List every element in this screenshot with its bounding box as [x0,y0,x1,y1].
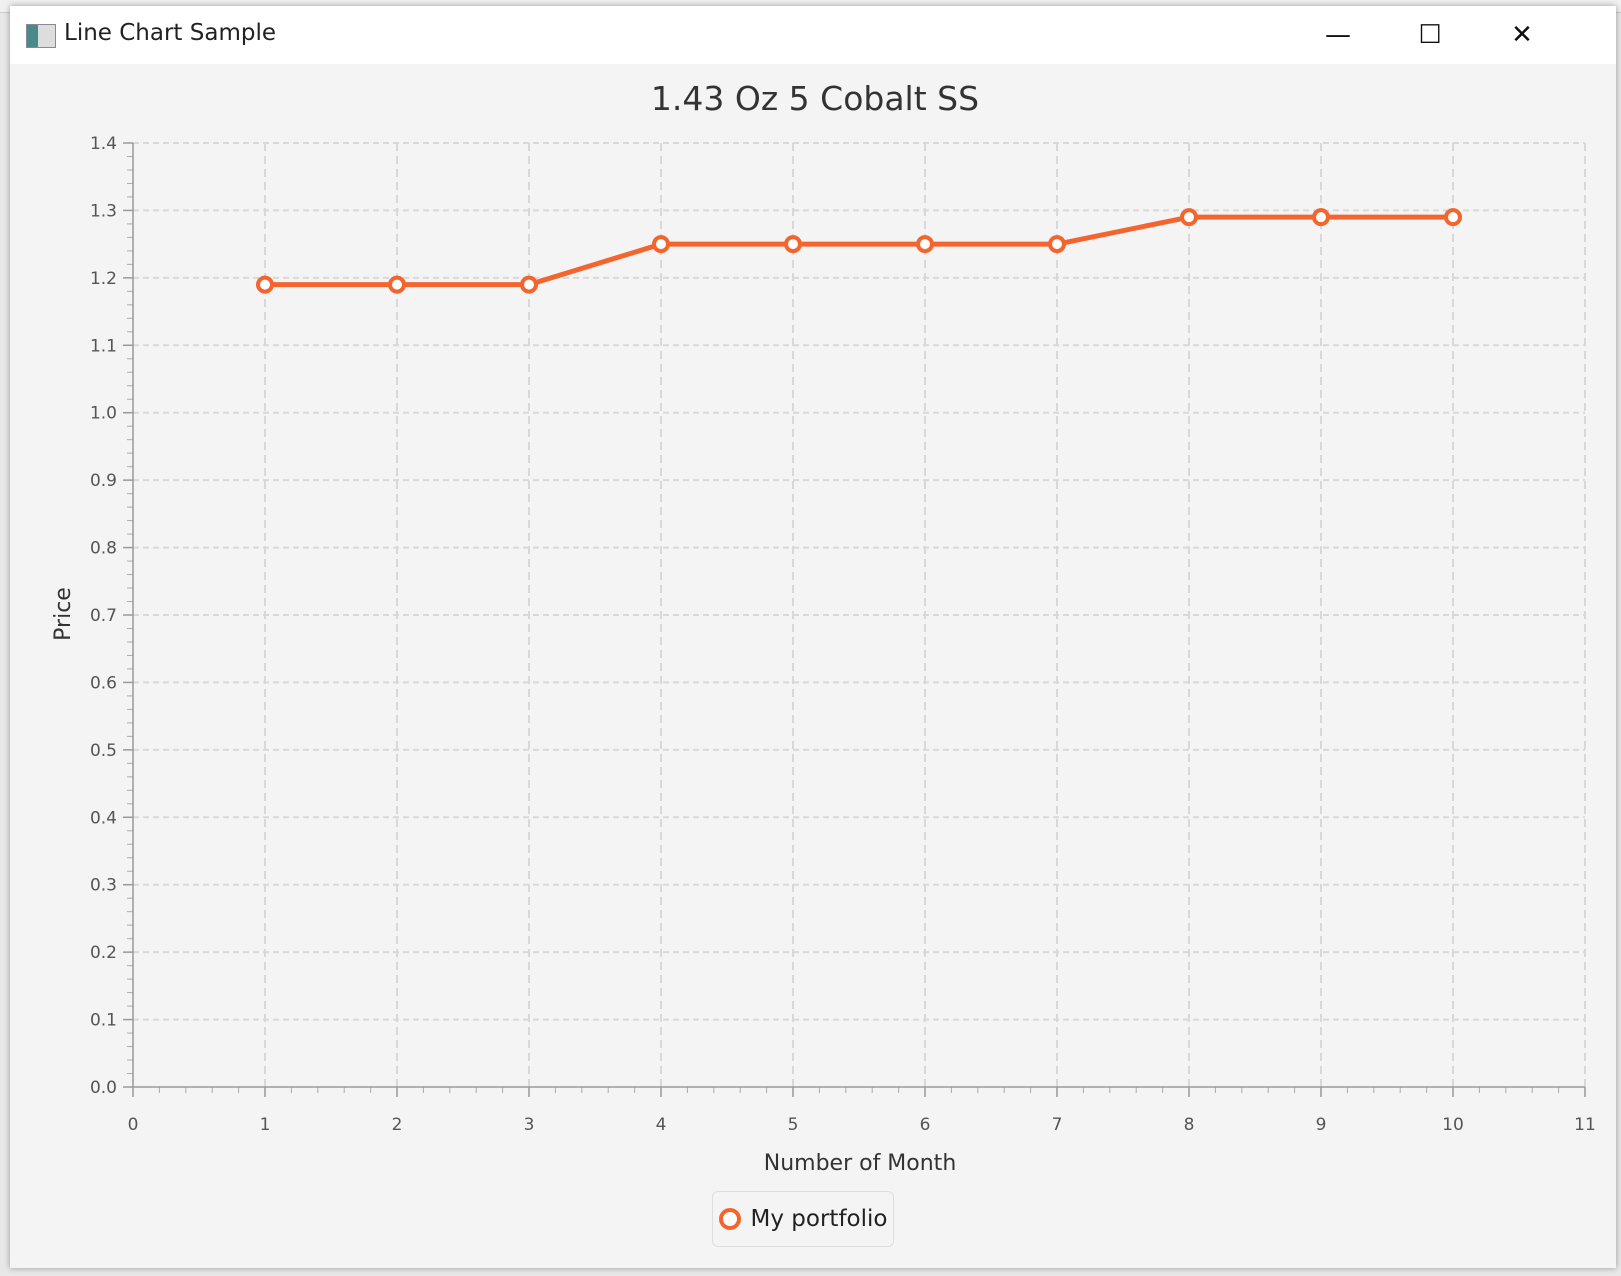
maximize-button[interactable]: ☐ [1418,20,1442,50]
close-button[interactable]: ✕ [1511,20,1533,50]
series-line [265,214,1453,288]
data-point [520,275,538,294]
x-tick-label: 6 [920,1115,931,1135]
legend-label: My portfolio [750,1206,888,1232]
x-tick-label: 1 [260,1115,271,1135]
data-point [1180,208,1198,227]
y-tick-label: 0.4 [90,808,117,828]
y-tick-label: 1.3 [90,201,117,221]
y-tick-label: 0.6 [90,673,117,693]
minimize-button[interactable]: — [1325,20,1351,50]
y-tick-label: 0.2 [90,943,117,963]
x-tick-label: 9 [1316,1115,1327,1135]
x-tick-label: 8 [1184,1115,1195,1135]
y-tick-label: 0.5 [90,741,117,761]
data-point [1444,208,1462,227]
y-tick-label: 0.0 [90,1078,117,1098]
title-bar: Line Chart Sample — ☐ ✕ [10,6,1616,64]
data-point [652,235,670,254]
data-point [388,275,406,294]
x-tick-label: 5 [788,1115,799,1135]
data-point [1312,208,1330,227]
legend[interactable]: My portfolio [712,1191,894,1247]
y-tick-label: 1.0 [90,404,117,424]
x-tick-label: 2 [392,1115,403,1135]
x-tick-label: 7 [1052,1115,1063,1135]
y-tick-label: 0.7 [90,606,117,626]
data-point [916,235,934,254]
x-axis-label: Number of Month [764,1151,957,1176]
y-tick-label: 0.8 [90,539,117,559]
x-tick-label: 11 [1574,1115,1596,1135]
data-point [784,235,802,254]
window-title: Line Chart Sample [64,20,276,46]
x-tick-label: 0 [128,1115,139,1135]
legend-symbol-icon [718,1208,741,1230]
app-icon [26,24,56,48]
data-point [256,275,274,294]
data-point [1048,235,1066,254]
y-tick-label: 0.1 [90,1011,117,1031]
y-tick-label: 0.3 [90,876,117,896]
x-tick-label: 3 [524,1115,535,1135]
y-tick-label: 1.2 [90,269,117,289]
y-axis-label: Price [51,587,76,641]
x-tick-label: 4 [656,1115,667,1135]
y-tick-label: 0.9 [90,471,117,491]
y-tick-label: 1.1 [90,336,117,356]
x-tick-label: 10 [1442,1115,1464,1135]
chart-title: 1.43 Oz 5 Cobalt SS [651,79,979,118]
y-tick-label: 1.4 [90,134,117,154]
